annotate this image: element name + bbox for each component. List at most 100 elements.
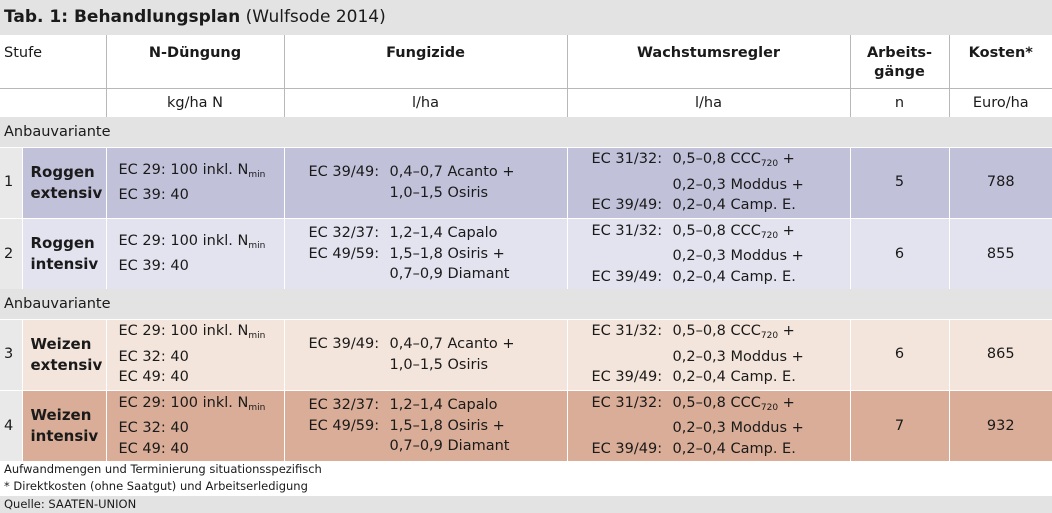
n-sub: min xyxy=(248,402,266,413)
table-title: Tab. 1: Behandlungsplan (Wulfsode 2014) xyxy=(0,0,1052,35)
w-dose: 0,2–0,4 Camp. E. xyxy=(672,197,796,214)
f-dose: 1,2–1,4 Capalo xyxy=(389,397,498,413)
w-dose: 0,2–0,4 Camp. E. xyxy=(672,369,796,386)
header-stufe: Stufe xyxy=(4,45,43,61)
w-dose: 0,2–0,3 Moddus + xyxy=(672,348,804,365)
n-line: EC 49: 40 xyxy=(118,369,189,386)
f-dose: 0,4–0,7 Acanto + xyxy=(389,164,515,180)
f-stage: EC 32/37: xyxy=(308,397,380,413)
treatment-plan-table: Stufe N-Düngung Fungizide Wachstumsregle… xyxy=(0,35,1052,461)
w-stage: EC 31/32: xyxy=(591,151,663,168)
section-label: Anbauvariante xyxy=(0,289,1052,319)
w-dose: 0,5–0,8 CCC xyxy=(672,323,761,340)
n-line: EC 39: 40 xyxy=(118,258,189,275)
w-stage: EC 39/49: xyxy=(591,268,663,285)
f-stage: EC 49/59: xyxy=(308,245,380,262)
table-row: 2 Roggen intensiv EC 29: 100 inkl. Nmin E… xyxy=(0,217,1052,289)
n-line: EC 32: 40 xyxy=(118,420,189,436)
row-wachstumsregler: EC 31/32: 0,5–0,8 CCC720 + 0,2–0,3 Moddus… xyxy=(566,146,851,218)
f-dose: 0,7–0,9 Diamant xyxy=(389,266,510,282)
row-fungizide: EC 32/37: 1,2–1,4 Capalo EC 49/59: 1,5–1,8… xyxy=(283,389,568,461)
table-title-bold: Tab. 1: Behandlungsplan xyxy=(4,7,241,27)
row-wachstumsregler: EC 31/32: 0,5–0,8 CCC720 + 0,2–0,3 Moddus… xyxy=(566,389,851,461)
variant-intensity: extensiv xyxy=(30,355,103,374)
header-row: Stufe N-Düngung Fungizide Wachstumsregle… xyxy=(0,35,1052,88)
n-line: EC 32: 40 xyxy=(118,348,189,365)
row-kosten: 855 xyxy=(948,217,1052,289)
w-dose: 0,2–0,3 Moddus + xyxy=(672,420,804,436)
w-dose: 0,5–0,8 CCC xyxy=(672,222,761,239)
header-n-duengung: N-Düngung xyxy=(105,35,285,88)
w-stage: EC 39/49: xyxy=(591,197,663,214)
row-kosten: 788 xyxy=(948,146,1052,218)
row-wachstumsregler: EC 31/32: 0,5–0,8 CCC720 + 0,2–0,3 Moddus… xyxy=(566,318,851,390)
f-dose: 0,7–0,9 Diamant xyxy=(389,438,510,454)
table-row: 1 Roggen extensiv EC 29: 100 inkl. Nmin E… xyxy=(0,146,1052,218)
w-plus: + xyxy=(778,222,795,239)
f-dose: 1,5–1,8 Osiris + xyxy=(389,417,505,434)
variant-crop: Roggen xyxy=(30,162,95,181)
f-dose: 1,5–1,8 Osiris + xyxy=(389,245,505,262)
row-number: 1 xyxy=(0,146,22,218)
w-dose: 0,5–0,8 CCC xyxy=(672,151,761,168)
row-number: 2 xyxy=(0,217,22,289)
w-dose: 0,2–0,3 Moddus + xyxy=(672,176,804,193)
variant-crop: Weizen xyxy=(30,334,92,353)
footnote-application: Aufwandmengen und Terminierung situation… xyxy=(4,462,322,476)
w-stage: EC 31/32: xyxy=(591,394,663,411)
row-variant: Weizen intensiv xyxy=(21,389,107,461)
n-line: EC 49: 40 xyxy=(118,440,189,457)
f-dose: 1,0–1,5 Osiris xyxy=(389,356,489,373)
w-stage: EC 39/49: xyxy=(591,440,663,457)
section-label: Anbauvariante xyxy=(0,117,1052,147)
f-stage: EC 49/59: xyxy=(308,417,380,434)
header-arbeitsgaenge-line1: Arbeits- xyxy=(866,45,933,61)
w-plus: + xyxy=(778,323,795,340)
unit-arbeitsgaenge: n xyxy=(849,87,950,117)
row-arbeitsgaenge: 6 xyxy=(849,318,950,390)
header-arbeitsgaenge: Arbeits- gänge xyxy=(849,35,950,88)
row-variant: Roggen extensiv xyxy=(21,146,107,218)
w-sub: 720 xyxy=(760,230,779,241)
w-plus: + xyxy=(778,151,795,168)
n-line: EC 39: 40 xyxy=(118,187,189,203)
row-n-duengung: EC 29: 100 inkl. Nmin EC 32: 40 EC 49: 4… xyxy=(105,318,285,390)
unit-stufe xyxy=(0,87,107,117)
header-kosten: Kosten* xyxy=(948,35,1052,88)
f-dose: 0,4–0,7 Acanto + xyxy=(389,336,515,352)
header-arbeitsgaenge-line2: gänge xyxy=(874,64,925,80)
f-stage: EC 39/49: xyxy=(308,164,380,180)
row-wachstumsregler: EC 31/32: 0,5–0,8 CCC720 + 0,2–0,3 Moddus… xyxy=(566,217,851,289)
n-line: EC 29: 100 inkl. N xyxy=(118,232,249,249)
w-dose: 0,2–0,4 Camp. E. xyxy=(672,440,796,457)
unit-kosten: Euro/ha xyxy=(948,87,1052,117)
variant-crop: Weizen xyxy=(30,405,92,424)
row-arbeitsgaenge: 5 xyxy=(849,146,950,218)
row-number: 4 xyxy=(0,389,22,461)
variant-intensity: intensiv xyxy=(30,426,99,445)
w-dose: 0,2–0,4 Camp. E. xyxy=(672,268,796,285)
variant-crop: Roggen xyxy=(30,233,95,252)
row-arbeitsgaenge: 7 xyxy=(849,389,950,461)
row-n-duengung: EC 29: 100 inkl. Nmin EC 39: 40 xyxy=(105,217,285,289)
variant-intensity: extensiv xyxy=(30,183,103,202)
f-dose: 1,2–1,4 Capalo xyxy=(389,225,498,241)
section-row: Anbauvariante xyxy=(0,117,1052,147)
n-sub: min xyxy=(248,240,266,251)
n-line: EC 29: 100 inkl. N xyxy=(118,161,249,178)
w-sub: 720 xyxy=(760,402,779,413)
n-line: EC 29: 100 inkl. N xyxy=(118,323,249,340)
w-stage: EC 31/32: xyxy=(591,222,663,239)
section-row: Anbauvariante xyxy=(0,289,1052,319)
footnote-costs: * Direktkosten (ohne Saatgut) und Arbeit… xyxy=(4,479,308,493)
f-stage: EC 32/37: xyxy=(308,225,380,241)
table-row: 3 Weizen extensiv EC 29: 100 inkl. Nmin E… xyxy=(0,318,1052,390)
w-stage: EC 31/32: xyxy=(591,323,663,340)
variant-intensity: intensiv xyxy=(30,254,99,273)
w-stage: EC 39/49: xyxy=(591,369,663,386)
n-sub: min xyxy=(248,331,266,342)
row-fungizide: EC 32/37: 1,2–1,4 Capalo EC 49/59: 1,5–1,8… xyxy=(283,217,568,289)
w-dose: 0,2–0,3 Moddus + xyxy=(672,248,804,264)
row-kosten: 932 xyxy=(948,389,1052,461)
unit-wachstumsregler: l/ha xyxy=(566,87,851,117)
